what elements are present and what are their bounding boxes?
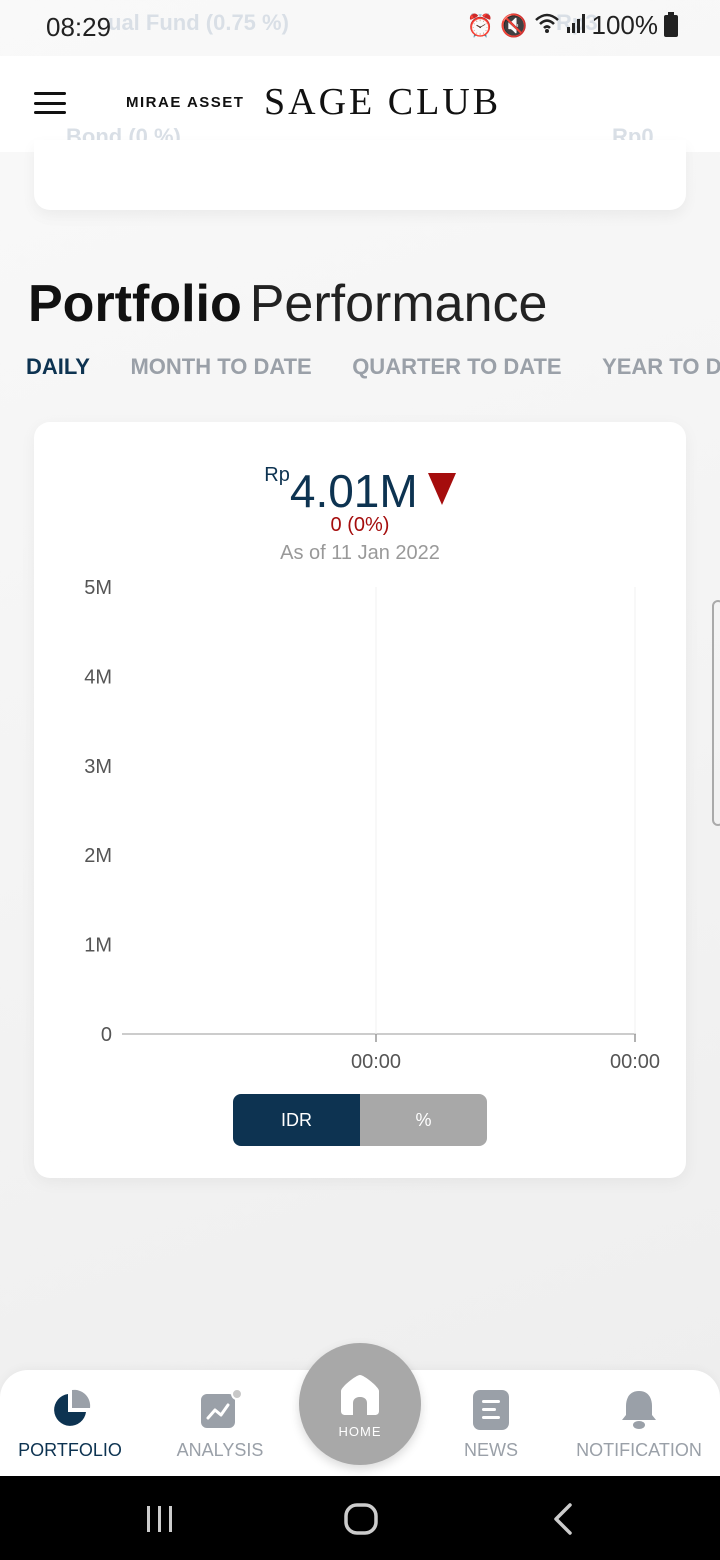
- nav-analysis[interactable]: ANALYSIS: [160, 1370, 280, 1476]
- tab-daily[interactable]: DAILY: [26, 354, 90, 379]
- alarm-icon: ⏰: [466, 12, 495, 38]
- bell-icon: [622, 1391, 656, 1429]
- home-system-icon[interactable]: [343, 1502, 379, 1536]
- title-portfolio: Portfolio: [28, 275, 242, 333]
- hamburger-menu-icon[interactable]: [34, 92, 66, 114]
- tab-month-to-date[interactable]: MONTH TO DATE: [130, 354, 312, 379]
- toggle-percent-button[interactable]: %: [360, 1094, 487, 1146]
- system-nav-bar: [0, 1476, 720, 1560]
- nav-portfolio[interactable]: PORTFOLIO: [8, 1370, 132, 1476]
- news-icon: [473, 1390, 509, 1430]
- nav-portfolio-label: PORTFOLIO: [18, 1440, 122, 1460]
- y-tick-label: 2M: [84, 845, 112, 867]
- pie-chart-icon: [54, 1389, 91, 1426]
- currency-prefix: Rp: [264, 464, 290, 486]
- status-bar: ual Fund (0.75 %) Rp3 08:29 ⏰ 🔇 100%: [0, 0, 720, 54]
- y-tick-label: 0: [101, 1024, 112, 1046]
- as-of-date: As of 11 Jan 2022: [280, 542, 440, 564]
- analysis-chart-icon: [201, 1388, 243, 1428]
- status-icons: ⏰ 🔇 100%: [467, 10, 678, 41]
- nav-notification[interactable]: NOTIFICATION: [570, 1370, 708, 1476]
- mute-icon: 🔇: [500, 12, 528, 38]
- page-title: Portfolio Performance: [28, 274, 547, 334]
- previous-card-bottom: [34, 140, 686, 210]
- ghost-text-mutual-fund: ual Fund (0.75 %): [108, 10, 289, 35]
- nav-news[interactable]: NEWS: [431, 1370, 551, 1476]
- wifi-icon: [534, 12, 560, 40]
- status-time: 08:29: [46, 12, 112, 42]
- nav-news-label: NEWS: [464, 1440, 518, 1460]
- y-tick-label: 5M: [84, 577, 112, 599]
- brand-mirae-asset: MIRAE ASSET: [126, 94, 245, 111]
- battery-percent: 100%: [591, 10, 659, 40]
- tab-quarter-to-date[interactable]: QUARTER TO DATE: [352, 354, 562, 379]
- value-amount: 4.01M: [289, 465, 418, 517]
- y-tick-label: 3M: [84, 756, 112, 778]
- signal-icon: [566, 13, 586, 39]
- app-header: MIRAE ASSET SAGE CLUB Bond (0 %) Rp0: [0, 56, 720, 152]
- y-tick-label: 1M: [84, 935, 112, 957]
- nav-notification-label: NOTIFICATION: [576, 1440, 702, 1460]
- nav-analysis-label: ANALYSIS: [176, 1440, 264, 1460]
- y-tick-label: 4M: [84, 666, 112, 688]
- home-button[interactable]: HOME: [299, 1343, 421, 1465]
- scroll-indicator: [712, 600, 720, 826]
- x-tick-label: 00:00: [610, 1051, 660, 1073]
- unit-toggle: IDR %: [233, 1094, 487, 1146]
- performance-card: Rp4.01M 0 (0%) As of 11 Jan 2022 0 1M 2M 3M…: [34, 422, 686, 1178]
- tab-year-to-date[interactable]: YEAR TO DAT: [602, 354, 720, 379]
- brand-sage-club: SAGE CLUB: [264, 81, 502, 123]
- battery-icon: [664, 11, 678, 37]
- title-performance: Performance: [249, 275, 548, 333]
- period-tabs: DAILY MONTH TO DATE QUARTER TO DATE YEAR…: [26, 354, 720, 384]
- home-icon: [341, 1375, 379, 1415]
- performance-chart[interactable]: 0 1M 2M 3M 4M 5M 00:00 00:00: [34, 422, 686, 1082]
- toggle-idr-button[interactable]: IDR: [233, 1094, 360, 1146]
- portfolio-value: Rp4.01M: [34, 464, 686, 518]
- down-arrow-icon: [427, 473, 456, 505]
- recent-apps-icon[interactable]: [144, 1504, 176, 1534]
- back-icon[interactable]: [550, 1502, 576, 1536]
- x-tick-label: 00:00: [351, 1051, 401, 1073]
- value-change: 0 (0%): [330, 514, 390, 536]
- home-label: HOME: [338, 1424, 382, 1439]
